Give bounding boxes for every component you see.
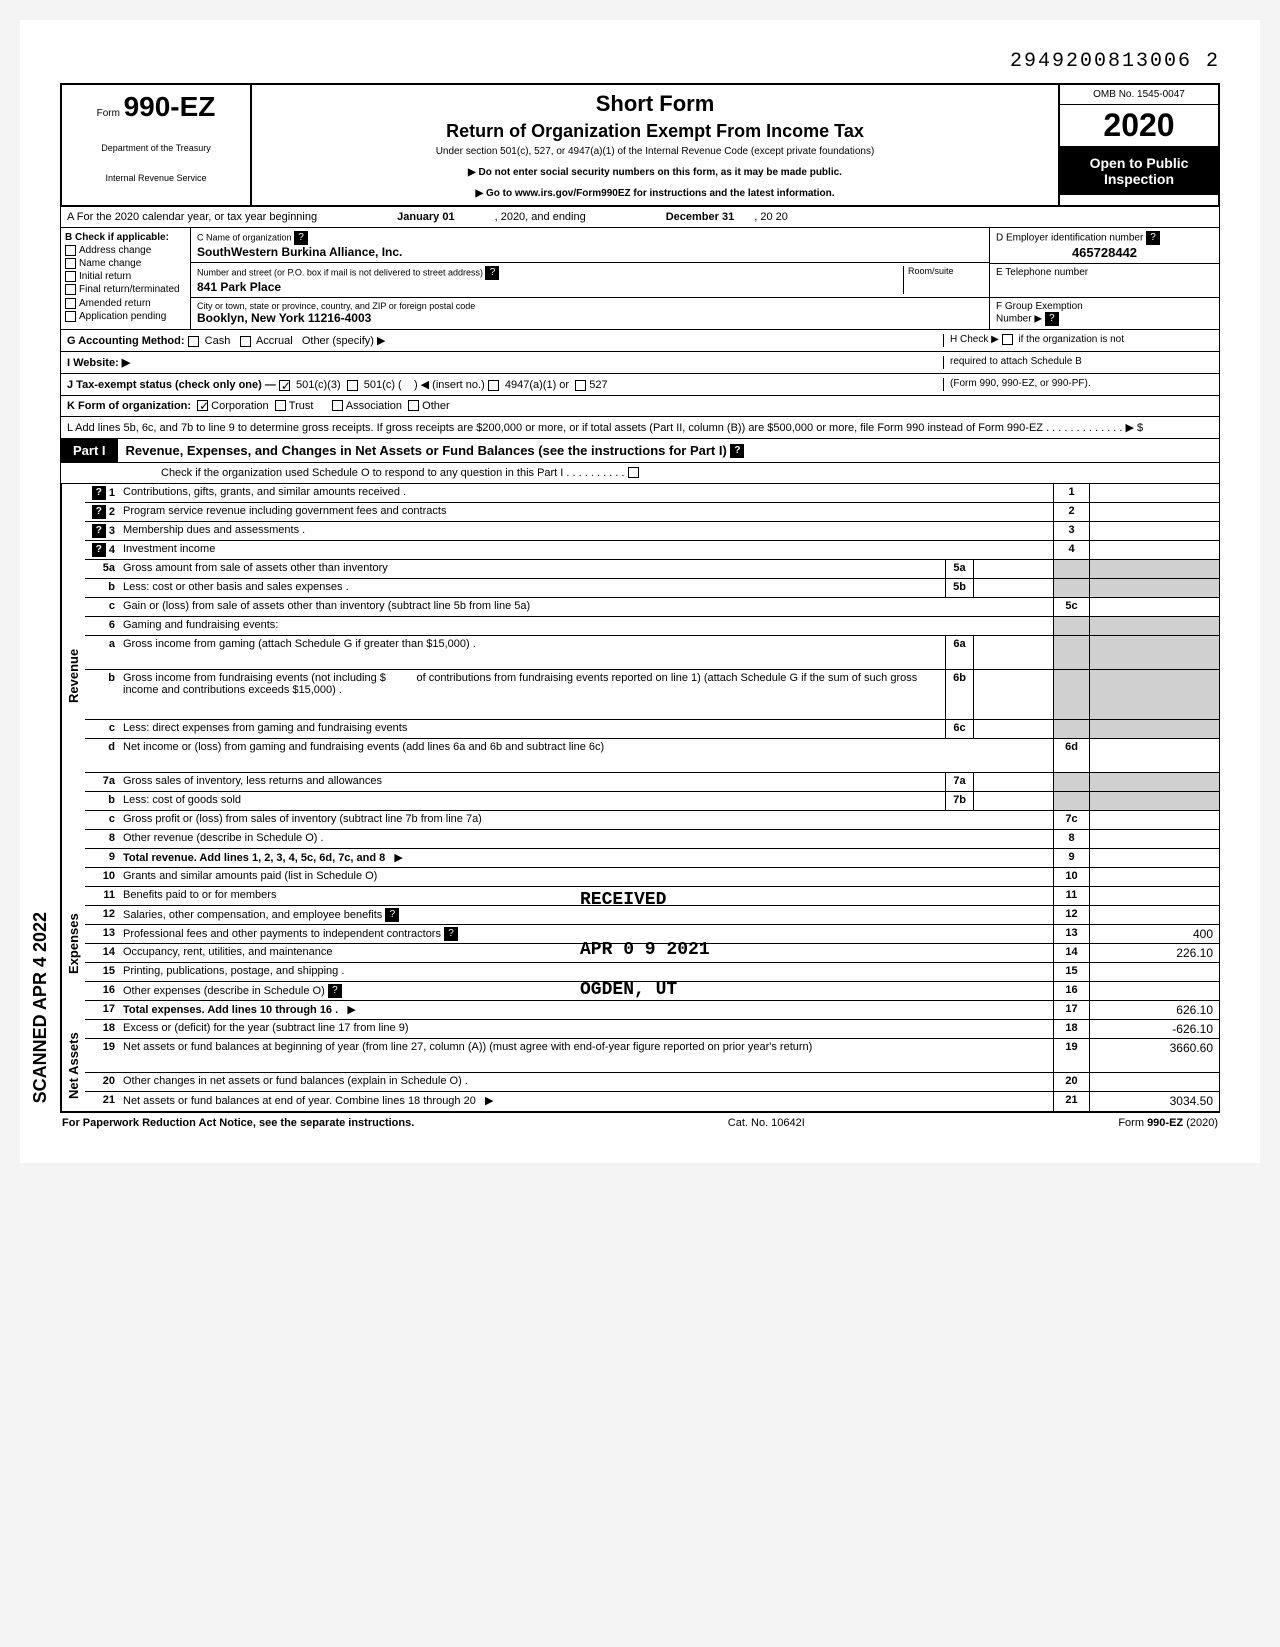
help-icon: ? xyxy=(328,984,342,998)
scanned-stamp: SCANNED APR 4 2022 xyxy=(30,912,51,1103)
short-form-label: Short Form xyxy=(262,91,1048,117)
received-stamp: RECEIVED xyxy=(580,890,666,910)
block-bcdef: B Check if applicable: Address change Na… xyxy=(60,228,1220,330)
row-a-mid: , 2020, and ending xyxy=(495,211,586,223)
form-prefix: Form xyxy=(97,108,120,119)
help-icon: ? xyxy=(730,444,744,458)
chk-assoc[interactable] xyxy=(332,400,343,411)
chk-initial-return[interactable]: Initial return xyxy=(65,271,186,282)
row-g-label: G Accounting Method: xyxy=(67,335,185,347)
row-g: G Accounting Method: Cash Accrual Other … xyxy=(60,330,1220,352)
ogden-stamp: OGDEN, UT xyxy=(580,980,677,1000)
help-icon: ? xyxy=(294,231,308,245)
street-label: Number and street (or P.O. box if mail i… xyxy=(197,267,483,277)
footer: For Paperwork Reduction Act Notice, see … xyxy=(60,1113,1220,1133)
netassets-side-label: Net Assets xyxy=(61,1020,85,1111)
footer-left: For Paperwork Reduction Act Notice, see … xyxy=(62,1117,414,1129)
form-header: Form 990-EZ Department of the Treasury I… xyxy=(60,83,1220,207)
expenses-side-label: Expenses xyxy=(61,868,85,1020)
header-left: Form 990-EZ Department of the Treasury I… xyxy=(62,85,252,205)
grp-label: F Group Exemption xyxy=(996,301,1213,312)
row-a-label: A For the 2020 calendar year, or tax yea… xyxy=(67,211,317,223)
row-a: A For the 2020 calendar year, or tax yea… xyxy=(60,207,1220,228)
row-a-end: December 31 xyxy=(666,211,735,223)
city: Booklyn, New York 11216-4003 xyxy=(197,311,983,325)
chk-527[interactable] xyxy=(575,380,586,391)
chk-schedule-b[interactable] xyxy=(1002,334,1013,345)
tel-label: E Telephone number xyxy=(990,264,1219,298)
help-icon: ? xyxy=(1146,231,1160,245)
chk-cash[interactable] xyxy=(188,336,199,347)
inspection-line2: Inspection xyxy=(1064,171,1214,187)
street: 841 Park Place xyxy=(197,280,903,294)
chk-name-change[interactable]: Name change xyxy=(65,258,186,269)
chk-final-return[interactable]: Final return/terminated xyxy=(65,284,186,295)
header-right: OMB No. 1545-0047 2020 Open to Public In… xyxy=(1058,85,1218,205)
form-number: 990-EZ xyxy=(124,91,216,122)
dept-treasury: Department of the Treasury xyxy=(70,143,242,153)
amt-19: 3660.60 xyxy=(1089,1039,1219,1072)
row-a-begin: January 01 xyxy=(397,211,454,223)
section-b-label: B Check if applicable: xyxy=(65,232,186,243)
footer-mid: Cat. No. 10642I xyxy=(728,1117,805,1129)
revenue-section: Revenue ? 1Contributions, gifts, grants,… xyxy=(60,484,1220,868)
help-icon: ? xyxy=(444,927,458,941)
form-page: 2949200813006 2 Form 990-EZ Department o… xyxy=(20,20,1260,1163)
section-def: D Employer identification number ? 46572… xyxy=(989,228,1219,329)
row-i: I Website: ▶ required to attach Schedule… xyxy=(60,352,1220,374)
checkbox-list: Address change Name change Initial retur… xyxy=(65,245,186,322)
dept-irs: Internal Revenue Service xyxy=(70,173,242,183)
chk-other[interactable] xyxy=(408,400,419,411)
row-l: L Add lines 5b, 6c, and 7b to line 9 to … xyxy=(60,417,1220,439)
tax-year: 2020 xyxy=(1060,105,1218,147)
return-title: Return of Organization Exempt From Incom… xyxy=(262,121,1048,142)
chk-trust[interactable] xyxy=(275,400,286,411)
city-label: City or town, state or province, country… xyxy=(197,301,983,311)
chk-corp[interactable] xyxy=(197,400,208,411)
name-label: C Name of organization xyxy=(197,232,292,242)
amt-21: 3034.50 xyxy=(1089,1092,1219,1111)
ein: 465728442 xyxy=(996,245,1213,260)
room-label: Room/suite xyxy=(903,266,983,294)
amt-18: -626.10 xyxy=(1089,1020,1219,1038)
chk-pending[interactable]: Application pending xyxy=(65,311,186,322)
chk-4947[interactable] xyxy=(488,380,499,391)
arrow-line-2: ▶ Go to www.irs.gov/Form990EZ for instru… xyxy=(262,188,1048,199)
document-locator-number: 2949200813006 2 xyxy=(60,50,1220,73)
row-k: K Form of organization: Corporation Trus… xyxy=(60,396,1220,417)
omb-number: OMB No. 1545-0047 xyxy=(1060,85,1218,105)
org-name: SouthWestern Burkina Alliance, Inc. xyxy=(197,245,983,259)
inspection-line1: Open to Public xyxy=(1064,155,1214,171)
subtitle: Under section 501(c), 527, or 4947(a)(1)… xyxy=(262,146,1048,157)
chk-address-change[interactable]: Address change xyxy=(65,245,186,256)
help-icon: ? xyxy=(385,908,399,922)
header-mid: Short Form Return of Organization Exempt… xyxy=(252,85,1058,205)
netassets-section: Net Assets 18Excess or (deficit) for the… xyxy=(60,1020,1220,1113)
grp-label2: Number ▶ xyxy=(996,314,1042,325)
revenue-side-label: Revenue xyxy=(61,484,85,868)
part1-label: Part I xyxy=(61,439,118,462)
chk-501c3[interactable] xyxy=(279,380,290,391)
section-c: C Name of organization ? SouthWestern Bu… xyxy=(191,228,989,329)
chk-accrual[interactable] xyxy=(240,336,251,347)
chk-schedule-o[interactable] xyxy=(628,467,639,478)
inspection-badge: Open to Public Inspection xyxy=(1060,147,1218,195)
row-j: J Tax-exempt status (check only one) — 5… xyxy=(60,374,1220,396)
section-b: B Check if applicable: Address change Na… xyxy=(61,228,191,329)
part1-title: Revenue, Expenses, and Changes in Net As… xyxy=(126,443,727,458)
amt-13: 400 xyxy=(1089,925,1219,943)
help-icon: ? xyxy=(485,266,499,280)
ein-label: D Employer identification number xyxy=(996,233,1143,244)
chk-501c[interactable] xyxy=(347,380,358,391)
arrow-line-1: ▶ Do not enter social security numbers o… xyxy=(262,167,1048,178)
date-stamp: APR 0 9 2021 xyxy=(580,940,710,960)
help-icon: ? xyxy=(1045,312,1059,326)
amt-17: 626.10 xyxy=(1089,1001,1219,1019)
chk-amended[interactable]: Amended return xyxy=(65,298,186,309)
part1-header: Part I Revenue, Expenses, and Changes in… xyxy=(60,439,1220,463)
amt-14: 226.10 xyxy=(1089,944,1219,962)
part1-sub: Check if the organization used Schedule … xyxy=(60,463,1220,484)
row-a-tail: , 20 20 xyxy=(754,211,788,223)
